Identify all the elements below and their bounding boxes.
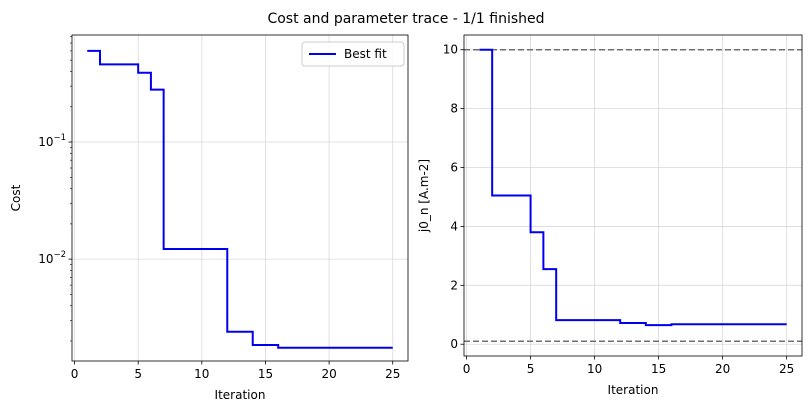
x-tick-label: 5 [134,367,142,381]
x-axis-label: Iteration [608,383,659,397]
x-tick-label: 25 [779,362,794,376]
legend-box [301,41,405,67]
y-tick-label: 10 [443,43,458,57]
figure-title: Cost and parameter trace - 1/1 finished [267,11,544,27]
x-tick-label: 0 [463,362,471,376]
y-tick-label: 2 [450,278,458,292]
y-axis-label: j0_n [A.m-2] [417,159,431,233]
y-tick-label: 8 [450,102,458,116]
y-tick-label: 4 [450,219,458,233]
series-line-best-fit [87,49,393,349]
x-tick-label: 10 [587,362,602,376]
x-tick-label: 5 [527,362,535,376]
y-tick-label: 10−2 [38,250,66,266]
y-axis-label: Cost [9,184,23,211]
x-tick-label: 20 [321,367,336,381]
axes-frame [71,34,409,362]
x-tick-label: 15 [258,367,273,381]
legend-label: Best fit [344,47,387,61]
y-tick-label: 0 [450,337,458,351]
axes-frame [463,34,803,357]
x-tick-label: 0 [71,367,79,381]
series-line-j0-n [479,48,787,327]
x-tick-label: 25 [385,367,400,381]
x-tick-label: 10 [194,367,209,381]
parameter-axes: 0 5 10 15 20 25 0 2 4 6 8 10 Iteration j0_n [A.m-2] [417,34,803,397]
x-tick-label: 15 [651,362,666,376]
y-tick-label: 10−1 [38,133,66,149]
cost-axes: 0 5 10 15 20 25 10−1 10−2 Iteration Cost Best fit [9,34,409,402]
legend: Best fit [301,41,405,67]
x-tick-label: 20 [715,362,730,376]
x-axis-label: Iteration [215,388,266,402]
y-tick-label: 6 [450,161,458,175]
